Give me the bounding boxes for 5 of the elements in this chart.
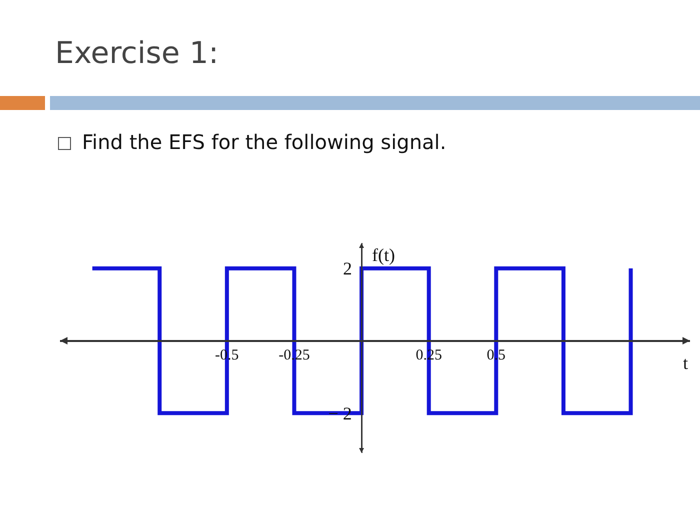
chart-subtitle: Find the EFS for the following signal.	[82, 130, 446, 154]
chart-title: Exercise 1:	[55, 36, 219, 71]
y-axis-title: f(t)	[372, 245, 395, 265]
x-axis-title: t	[683, 353, 688, 373]
y-tick-label: 2	[342, 258, 352, 279]
